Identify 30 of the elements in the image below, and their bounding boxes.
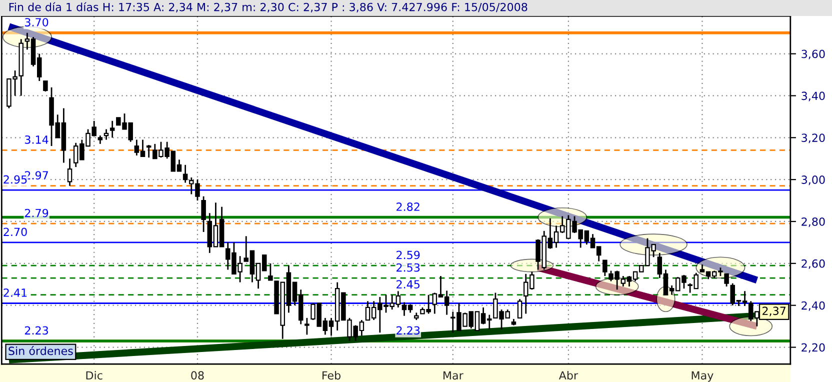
y-tick-label: 2,60 [802,259,825,269]
x-tick-label: Mar [444,371,464,380]
ref-line-label: 2.82 [396,202,420,211]
chart-title: Fin de día 1 días H: 17:35 A: 2,34 M: 2,37 m: 2,30 C: 2,37 P : 3,86 V: 7.427.996 F: 15/05/2008 [9,2,528,12]
ref-line-label: 2.45 [396,280,420,289]
ref-line-label: 2.23 [24,326,48,335]
y-tick-label: 2,20 [802,343,825,353]
ref-line-label: 2.70 [4,228,27,236]
y-tick-label: 3,60 [802,50,825,60]
y-tick-label: 3,00 [802,176,825,186]
ref-line-label: 3.14 [25,135,48,144]
x-tick-label: Abr [558,370,578,380]
ref-line-label: 2.53 [396,263,420,272]
x-tick-label: May [692,371,714,382]
x-tick-label: 08 [191,371,204,380]
y-tick-label: 2,80 [802,217,825,228]
text: 2,37 [762,306,786,316]
y-tick-label: 2,40 [802,301,825,311]
ref-line-label: 2.59 [396,250,420,260]
ref-line-label: 2.97 [24,171,48,180]
ref-line-label: 2.23 [396,326,420,335]
ref-line-label: 2.41 [4,288,27,297]
ref-line-label: 3.70 [25,18,48,26]
y-tick-label: 3,40 [802,92,825,102]
ref-line-label: 2.95 [4,175,27,184]
annotation: Sin órdenes [8,346,73,356]
ref-line-label: 2.79 [24,208,48,218]
y-tick-label: 3,20 [802,134,825,144]
x-tick-label: Feb [322,370,340,380]
x-tick-label: Dic [86,370,102,380]
